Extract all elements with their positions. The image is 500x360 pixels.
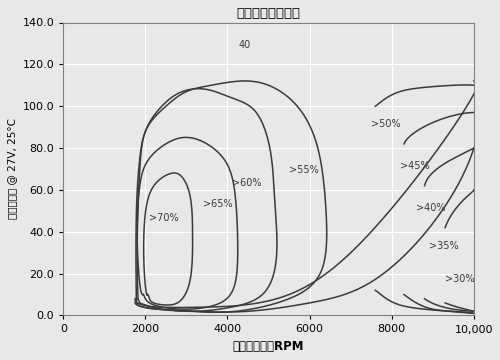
Text: >50%: >50% <box>371 119 401 129</box>
Title: 发电机输出，效率: 发电机输出，效率 <box>236 7 300 20</box>
Y-axis label: 输出，安培 @ 27V, 25°C: 输出，安培 @ 27V, 25°C <box>7 118 17 220</box>
Text: >65%: >65% <box>203 199 232 209</box>
Text: >35%: >35% <box>428 240 458 251</box>
Text: >45%: >45% <box>400 161 430 171</box>
Text: >60%: >60% <box>232 178 261 188</box>
Text: >55%: >55% <box>289 165 319 175</box>
Text: >30%: >30% <box>445 274 474 284</box>
Text: >70%: >70% <box>150 213 179 223</box>
X-axis label: 发电机速度，RPM: 发电机速度，RPM <box>233 340 304 353</box>
Text: >40%: >40% <box>416 203 446 213</box>
Text: 40: 40 <box>239 40 251 50</box>
